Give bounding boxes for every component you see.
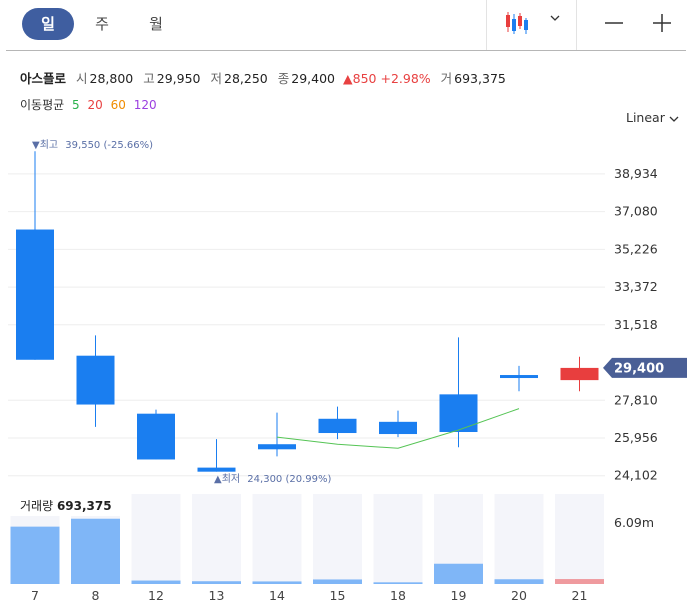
y-tick-label: 31,518	[614, 317, 658, 332]
y-tick-label: 37,080	[614, 204, 658, 219]
low-value: 28,250	[224, 71, 268, 86]
y-tick-label: 33,372	[614, 279, 658, 294]
volume-bar	[71, 518, 120, 584]
volume-axis-label: 6.09m	[614, 515, 654, 530]
x-tick-label: 20	[511, 588, 527, 603]
candle-body	[439, 394, 478, 433]
volume-bar-background	[373, 494, 423, 584]
y-tick-label: 35,226	[614, 241, 658, 256]
high-annotation: ▼최고 39,550 (-25.66%)	[32, 139, 153, 151]
volume-bar	[131, 580, 181, 584]
candlestick-icon[interactable]	[500, 10, 532, 36]
x-tick-label: 7	[31, 588, 39, 603]
volume-bar-background	[494, 494, 544, 584]
x-tick-label: 14	[269, 588, 285, 603]
ma-period-5: 5	[72, 98, 80, 112]
ma-period-120: 120	[133, 98, 157, 112]
volume-bar-background	[192, 494, 241, 584]
ma-period-60: 60	[110, 98, 126, 112]
tab-weekly[interactable]: 주	[95, 15, 109, 33]
ma-legend-label: 이동평균	[20, 98, 65, 112]
high-annotation-label: 최고	[40, 139, 62, 151]
minus-icon[interactable]	[600, 8, 628, 38]
low-annotation: ▲최저 24,300 (20.99%)	[214, 473, 331, 485]
volume-label-box	[10, 494, 122, 516]
change-value: 850	[352, 71, 377, 86]
candle-body	[16, 229, 54, 360]
x-tick-label: 8	[92, 588, 100, 603]
low-label: 저	[210, 71, 223, 86]
volume-bar-background	[555, 494, 604, 584]
volume-label: 거래량 693,375	[20, 499, 112, 513]
volume-label-value: 693,375	[57, 499, 112, 513]
low-annotation-label: 최저	[222, 473, 244, 485]
toolbar-divider	[576, 0, 577, 50]
change-percent: +2.98%	[380, 71, 431, 86]
volume-bar	[555, 579, 604, 584]
x-tick-label: 13	[209, 588, 225, 603]
y-tick-label: 24,102	[614, 468, 658, 483]
volume-value: 693,375	[454, 71, 506, 86]
high-annotation-marker: ▼	[32, 140, 40, 151]
toolbar-divider-line	[6, 50, 686, 51]
high-value: 29,950	[156, 71, 201, 86]
x-tick-label: 12	[148, 588, 164, 603]
moving-average-legend: 이동평균 5 20 60 120	[20, 96, 161, 113]
low-annotation-value: 24,300 (20.99%)	[247, 474, 331, 485]
volume-label-name: 거래량	[20, 499, 57, 513]
open-label: 시	[76, 71, 88, 86]
y-tick-label: 25,956	[614, 430, 658, 445]
quote-summary: 아스플로 시 28,800 고 29,950 저 28,250 종 29,400 ▲85…	[20, 68, 506, 87]
candle-body	[76, 355, 115, 405]
volume-bar	[494, 579, 544, 584]
tab-monthly[interactable]: 월	[149, 15, 163, 33]
volume-bar	[373, 582, 423, 584]
low-annotation-marker: ▲	[214, 474, 222, 485]
volume-bar-background	[131, 494, 181, 584]
plus-icon[interactable]	[648, 8, 676, 38]
volume-bar	[192, 581, 241, 584]
candle-body	[258, 444, 296, 450]
scale-label: Linear	[626, 110, 665, 125]
volume-bar-background	[313, 494, 362, 584]
candle-body	[560, 367, 599, 381]
x-tick-label: 19	[451, 588, 467, 603]
candle-body	[318, 418, 357, 434]
volume-label: 거	[440, 71, 453, 86]
volume-bar-background	[252, 494, 302, 584]
candle-body	[137, 413, 175, 460]
y-tick-label: 38,934	[614, 166, 658, 181]
x-tick-label: 18	[390, 588, 406, 603]
ma5-line	[276, 408, 520, 449]
ma-period-20: 20	[87, 98, 103, 112]
x-tick-label: 21	[572, 588, 588, 603]
high-label: 고	[143, 71, 155, 86]
tab-daily[interactable]: 일	[22, 8, 74, 40]
chevron-down-icon	[669, 116, 679, 122]
last-price-tag	[603, 357, 687, 378]
candle-body	[500, 375, 538, 379]
candle-body	[197, 467, 236, 472]
last-price-label: 29,400	[614, 361, 664, 376]
toolbar-divider	[486, 0, 487, 50]
volume-bar	[313, 579, 362, 584]
toolbar: 일 주 월	[0, 0, 699, 50]
volume-bar	[252, 581, 302, 584]
chevron-down-icon[interactable]	[550, 10, 560, 30]
candle-body	[379, 421, 417, 435]
up-arrow-icon: ▲	[343, 71, 353, 86]
volume-bar	[434, 563, 483, 584]
x-tick-label: 15	[330, 588, 346, 603]
stock-name: 아스플로	[20, 71, 67, 86]
high-annotation-value: 39,550 (-25.66%)	[65, 140, 153, 151]
y-tick-label: 27,810	[614, 392, 658, 407]
close-value: 29,400	[291, 71, 336, 86]
volume-bar	[10, 526, 60, 584]
scale-selector[interactable]: Linear	[626, 110, 679, 125]
close-label: 종	[277, 71, 290, 86]
open-value: 28,800	[89, 71, 134, 86]
